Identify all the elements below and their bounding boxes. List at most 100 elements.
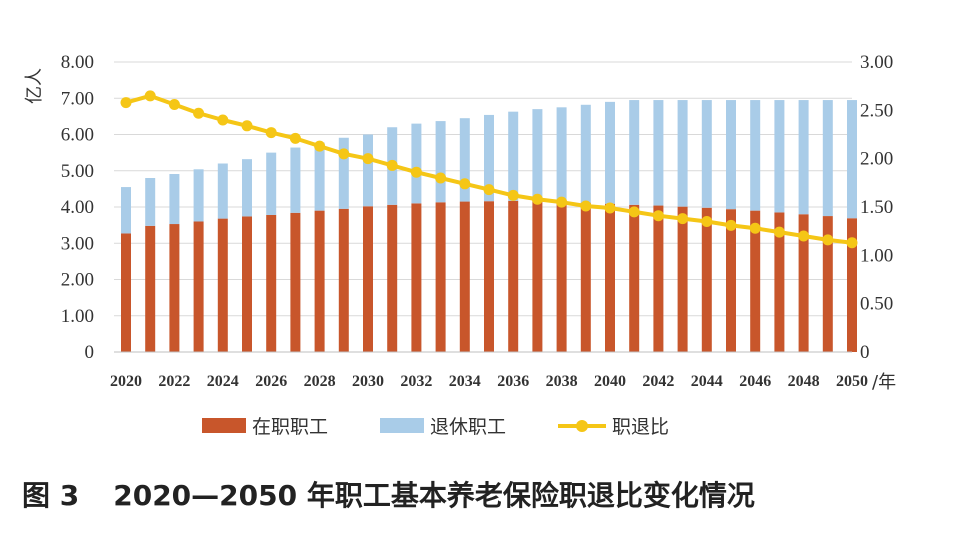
ratio-point (580, 200, 592, 212)
bar-retired-workers (435, 121, 446, 203)
figure-caption: 图 3 2020—2050 年职工基本养老保险职退比变化情况 (22, 474, 952, 520)
right-tick-label: 0.50 (860, 294, 893, 315)
left-tick-label: 0 (85, 342, 95, 363)
ratio-point (265, 127, 277, 139)
bar-retired-workers (798, 100, 809, 215)
ratio-point (556, 196, 568, 208)
bar-active-workers (701, 207, 712, 352)
figure-number: 图 3 (22, 479, 80, 512)
x-tick-label: 2046 (739, 373, 771, 390)
bar-active-workers (605, 203, 615, 352)
left-tick-label: 4.00 (61, 197, 94, 218)
bar-active-workers (822, 216, 833, 352)
ratio-point (386, 159, 398, 171)
bar-active-workers (193, 221, 204, 352)
x-tick-label: 2026 (255, 373, 287, 390)
bar-retired-workers (169, 174, 180, 225)
bar-active-workers (484, 201, 494, 352)
left-tick-label: 1.00 (61, 306, 94, 327)
bar-retired-workers (605, 101, 615, 204)
bar-active-workers (363, 206, 373, 352)
bar-retired-workers (822, 100, 833, 217)
axes: 0 1.00 2.00 3.00 4.00 5.00 6.00 7.00 8.00 0 0.50 1.… (61, 52, 894, 390)
ratio-point (168, 99, 180, 111)
ratio-point (338, 148, 350, 160)
bar-active-workers (653, 205, 664, 352)
x-tick-label: 2024 (207, 373, 239, 390)
ratio-point (749, 222, 761, 234)
bar-retired-workers (701, 100, 712, 208)
ratio-point (677, 213, 689, 225)
bar-active-workers (508, 200, 519, 352)
x-tick-label: 2048 (788, 373, 820, 390)
bar-retired-workers (314, 142, 325, 211)
bar-active-workers (290, 212, 301, 352)
bar-active-workers (459, 201, 470, 352)
x-tick-label: 2032 (400, 373, 432, 390)
bar-active-workers (726, 209, 736, 352)
bar-retired-workers (411, 123, 422, 204)
ratio-point (507, 189, 519, 201)
bar-retired-workers (217, 163, 228, 219)
bar-active-workers (169, 224, 180, 352)
legend-label-ratio: 职退比 (612, 416, 669, 438)
ratio-point (822, 234, 834, 246)
x-tick-label: 2038 (546, 373, 578, 390)
bar-active-workers (242, 216, 252, 352)
bar-retired-workers (290, 147, 301, 213)
bar-active-workers (435, 202, 446, 352)
bar-active-workers (532, 200, 543, 352)
bar-retired-workers (726, 100, 736, 210)
bar-retired-workers (532, 109, 543, 201)
left-tick-label: 2.00 (61, 270, 94, 291)
bar-active-workers (629, 204, 640, 352)
left-axis-unit: 亿人 (24, 68, 45, 104)
bar-active-workers (121, 233, 131, 352)
ratio-point (459, 178, 471, 190)
bar-active-workers (411, 203, 422, 352)
ratio-point (773, 226, 785, 238)
bar-retired-workers (121, 187, 131, 234)
ratio-point (362, 153, 374, 165)
left-tick-label: 5.00 (61, 161, 94, 182)
ratio-point (531, 193, 543, 205)
ratio-point (701, 216, 713, 227)
ratio-point (846, 237, 858, 249)
bar-active-workers (387, 204, 398, 352)
grid-lines (114, 61, 852, 353)
x-tick-label: 2050 (836, 373, 868, 390)
x-tick-label: 2042 (642, 373, 674, 390)
bar-active-workers (556, 201, 567, 352)
bar-retired-workers (242, 159, 252, 217)
left-tick-label: 7.00 (61, 88, 94, 109)
legend-swatch-active-workers (202, 418, 246, 433)
ratio-point (628, 206, 640, 218)
x-tick-label: 2036 (497, 373, 529, 390)
x-tick-label: 2022 (158, 373, 190, 390)
ratio-point (120, 97, 132, 109)
bar-retired-workers (629, 100, 640, 205)
bar-active-workers (314, 210, 325, 352)
bar-retired-workers (484, 114, 494, 202)
ratio-point (193, 107, 205, 119)
legend-swatch-ratio-marker (576, 420, 588, 432)
x-tick-label: 2020 (110, 373, 142, 390)
ratio-point (289, 132, 301, 144)
bar-retired-workers (266, 152, 277, 215)
bar-retired-workers (508, 111, 519, 201)
left-tick-label: 6.00 (61, 125, 94, 146)
legend-label-retired-workers: 退休职工 (430, 416, 506, 438)
ratio-point (241, 120, 253, 132)
x-tick-label: 2034 (449, 373, 481, 390)
bar-active-workers (145, 225, 156, 352)
legend-swatch-retired-workers (380, 418, 424, 433)
bar-active-workers (847, 218, 857, 352)
bar-active-workers (750, 210, 761, 352)
left-tick-label: 8.00 (61, 52, 94, 73)
bar-active-workers (774, 212, 785, 352)
bar-retired-workers (653, 100, 664, 206)
bar-retired-workers (556, 107, 567, 202)
right-tick-label: 2.50 (860, 100, 893, 121)
bar-active-workers (798, 214, 809, 352)
ratio-point (144, 90, 156, 102)
